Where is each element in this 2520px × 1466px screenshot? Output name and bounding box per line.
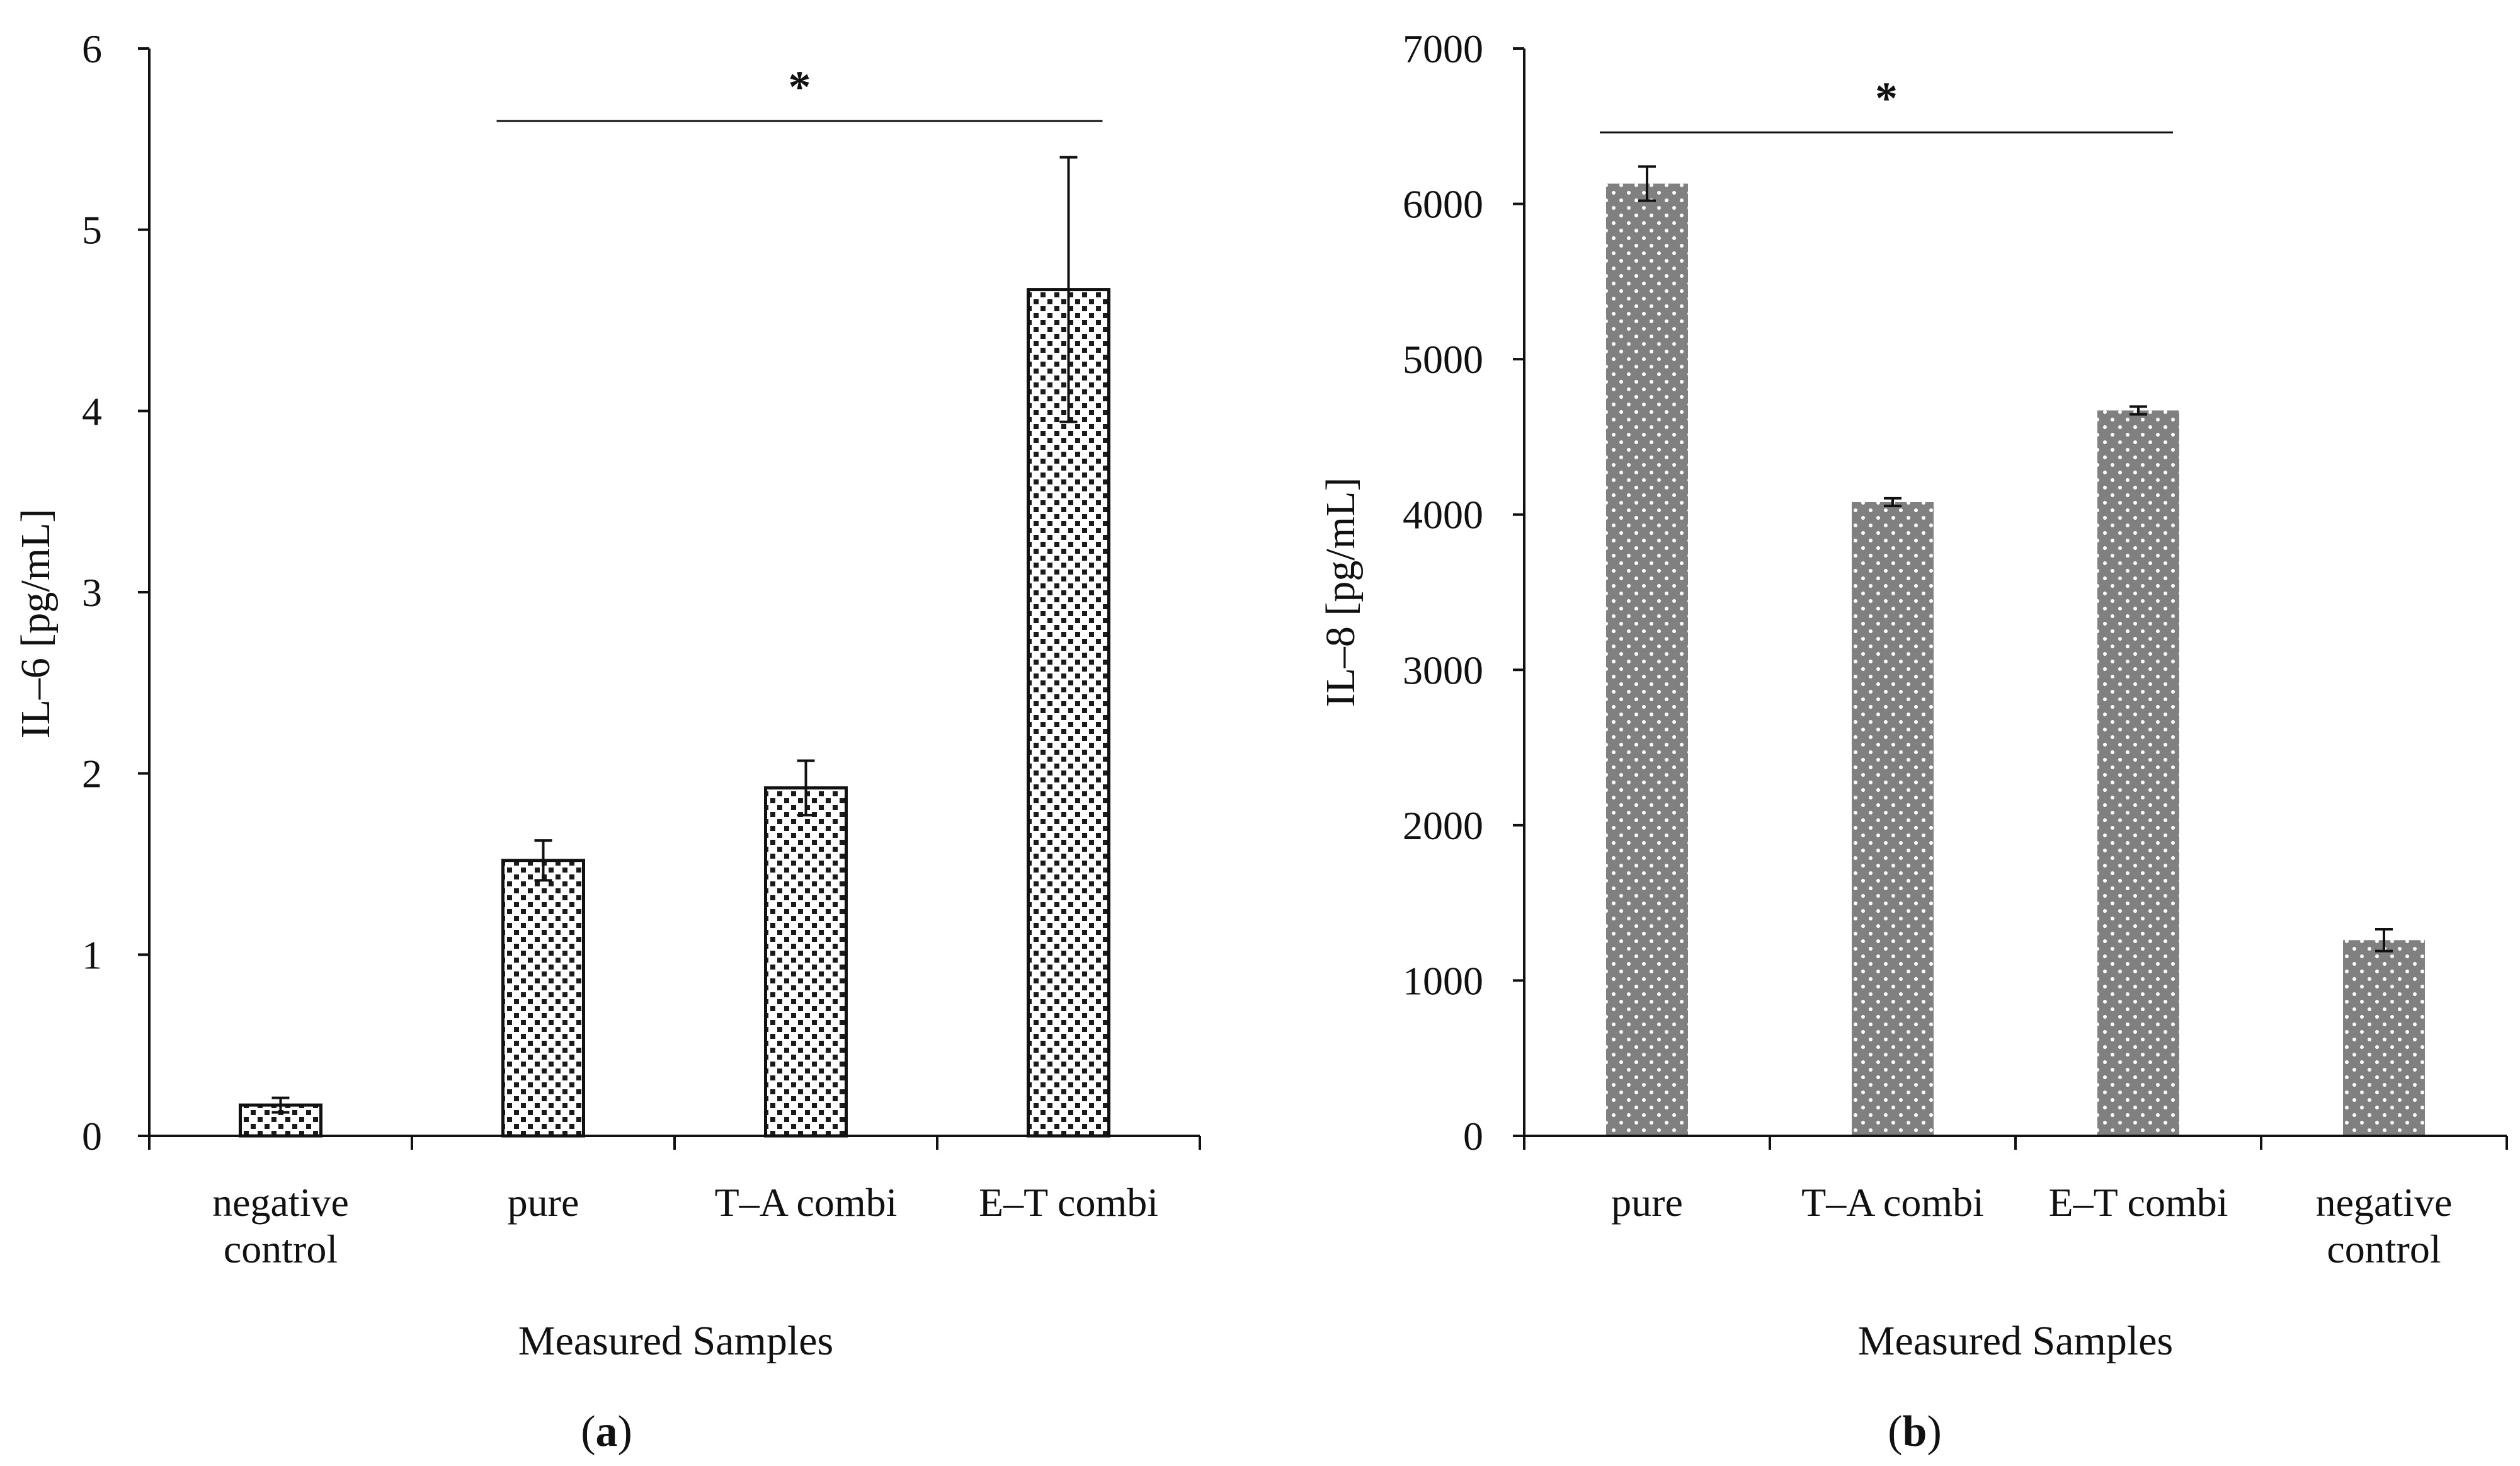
x-tick-label: T–A combi	[1801, 1180, 1984, 1225]
y-tick-label: 3	[82, 570, 102, 615]
error-bar	[1884, 496, 1901, 508]
panel-label-a: (a)	[581, 1407, 632, 1456]
bars	[239, 288, 1110, 1138]
panel-letter-a: a	[596, 1407, 618, 1456]
error-bar	[1059, 156, 1078, 423]
significance-bracket: *	[1600, 73, 2173, 134]
bar	[1606, 183, 1688, 1137]
significance-marker: *	[789, 62, 811, 112]
x-tick-label: pure	[508, 1180, 579, 1225]
y-tick-label: 3000	[1403, 648, 1483, 692]
error-bar	[2375, 928, 2393, 953]
y-tick-label: 0	[82, 1114, 102, 1159]
y-tick-label: 7000	[1403, 26, 1483, 71]
x-tick-label: T–A combi	[715, 1180, 898, 1225]
error-bar	[797, 759, 815, 816]
panel-letter-b: b	[1903, 1407, 1927, 1456]
y-tick-label: 5000	[1403, 337, 1483, 382]
chart-panel-b: 0 1000 2000 3000 4000 5000 6000 7000 pure T–A co…	[1318, 26, 2508, 1456]
error-bar	[534, 839, 552, 882]
axes	[1523, 49, 2508, 1150]
x-tick-label: negative control	[2316, 1180, 2453, 1271]
bar	[764, 786, 848, 1138]
bar	[1027, 288, 1110, 1138]
y-tick-label: 1	[82, 932, 102, 977]
axes	[148, 49, 1201, 1150]
error-bars	[1638, 165, 2393, 953]
x-axis-categories: pure T–A combi E–T combi negative control	[1611, 1180, 2452, 1271]
x-axis-categories: negative control pure T–A combi E–T combi	[212, 1180, 1158, 1271]
x-axis-label: Measured Samples	[518, 1318, 833, 1364]
bar	[501, 859, 585, 1138]
y-axis-ticks: 0 1 2 3 4 5 6	[82, 26, 149, 1159]
y-tick-label: 5	[82, 208, 102, 253]
significance-bracket: *	[496, 62, 1103, 122]
y-tick-label: 4000	[1403, 493, 1483, 537]
y-tick-label: 1000	[1403, 958, 1483, 1003]
y-tick-label: 2000	[1403, 803, 1483, 848]
bars	[1606, 183, 2425, 1137]
bar	[2097, 410, 2179, 1136]
y-axis-label: IL–8 [pg/mL]	[1318, 478, 1364, 707]
y-tick-label: 0	[1463, 1114, 1483, 1159]
y-tick-label: 4	[82, 389, 102, 433]
y-axis-ticks: 0 1000 2000 3000 4000 5000 6000 7000	[1403, 26, 1524, 1159]
x-tick-label: negative control	[212, 1180, 349, 1271]
panel-label-b: (b)	[1888, 1407, 1942, 1456]
error-bar	[1638, 165, 1656, 202]
chart-panel-a: 0 1 2 3 4 5 6 negative control pure T–A combi E–T …	[13, 26, 1201, 1456]
significance-marker: *	[1875, 73, 1898, 123]
x-axis-label: Measured Samples	[1858, 1318, 2173, 1364]
bar	[2343, 940, 2425, 1136]
bar	[1852, 501, 1934, 1136]
x-tick-label: pure	[1611, 1180, 1683, 1225]
y-tick-label: 2	[82, 752, 102, 796]
x-tick-label: E–T combi	[979, 1180, 1158, 1225]
y-tick-label: 6000	[1403, 182, 1483, 227]
y-tick-label: 6	[82, 26, 102, 71]
y-axis-label: IL–6 [pg/mL]	[13, 509, 59, 739]
error-bar	[2129, 405, 2147, 416]
error-bar	[271, 1096, 290, 1114]
x-tick-label: E–T combi	[2049, 1180, 2228, 1225]
error-bars	[271, 156, 1078, 1114]
